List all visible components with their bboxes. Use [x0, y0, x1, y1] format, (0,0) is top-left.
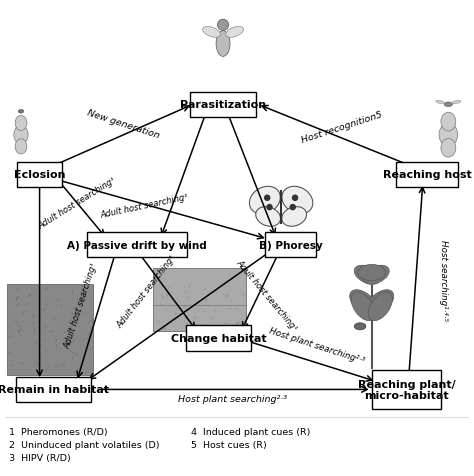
Ellipse shape: [441, 139, 456, 158]
FancyBboxPatch shape: [87, 232, 187, 258]
Ellipse shape: [15, 116, 27, 131]
Text: Host recognition5: Host recognition5: [300, 109, 383, 144]
FancyBboxPatch shape: [7, 285, 93, 376]
FancyBboxPatch shape: [372, 370, 441, 409]
Text: Reaching plant/
micro-habitat: Reaching plant/ micro-habitat: [358, 379, 456, 400]
FancyBboxPatch shape: [17, 162, 62, 188]
Text: 3  HIPV (R/D): 3 HIPV (R/D): [9, 453, 71, 462]
Ellipse shape: [358, 265, 386, 281]
Ellipse shape: [350, 290, 377, 316]
Text: A) Passive drift by wind: A) Passive drift by wind: [67, 240, 207, 250]
Text: Adult host searching¹: Adult host searching¹: [100, 193, 189, 220]
Ellipse shape: [226, 27, 244, 38]
FancyBboxPatch shape: [264, 232, 316, 258]
FancyBboxPatch shape: [396, 162, 458, 188]
Circle shape: [266, 204, 273, 211]
Ellipse shape: [15, 139, 27, 155]
Text: Host searching¹·⁴·⁵: Host searching¹·⁴·⁵: [439, 239, 448, 320]
FancyBboxPatch shape: [16, 377, 91, 402]
Circle shape: [292, 195, 298, 202]
Text: Adult host searching¹: Adult host searching¹: [36, 176, 117, 230]
Text: Eclosion: Eclosion: [14, 170, 65, 180]
Text: Adult host searching¹: Adult host searching¹: [115, 254, 178, 330]
Ellipse shape: [18, 110, 24, 114]
FancyBboxPatch shape: [186, 326, 251, 351]
Ellipse shape: [282, 207, 307, 227]
Ellipse shape: [366, 290, 394, 316]
Circle shape: [218, 20, 228, 31]
Circle shape: [290, 204, 296, 211]
FancyBboxPatch shape: [191, 92, 256, 118]
Ellipse shape: [453, 101, 461, 104]
Ellipse shape: [436, 101, 444, 104]
Text: Adult host searching¹: Adult host searching¹: [63, 262, 100, 349]
Text: Remain in habitat: Remain in habitat: [0, 385, 109, 395]
Text: Change habitat: Change habitat: [171, 333, 266, 343]
Text: 2  Uninduced plant volatiles (D): 2 Uninduced plant volatiles (D): [9, 440, 160, 449]
Ellipse shape: [363, 266, 389, 285]
Text: Reaching host: Reaching host: [383, 170, 472, 180]
Ellipse shape: [351, 292, 375, 321]
FancyBboxPatch shape: [154, 268, 246, 331]
Text: Adult host searching¹: Adult host searching¹: [235, 258, 300, 332]
Ellipse shape: [255, 207, 281, 227]
Ellipse shape: [368, 292, 392, 321]
Text: 5  Host cues (R): 5 Host cues (R): [191, 440, 266, 449]
Text: B) Phoresy: B) Phoresy: [258, 240, 322, 250]
Circle shape: [264, 195, 271, 202]
Ellipse shape: [354, 323, 366, 330]
Ellipse shape: [249, 187, 280, 215]
Text: Parasitization: Parasitization: [180, 100, 266, 110]
Ellipse shape: [354, 266, 380, 285]
Text: Host plant searching²·³: Host plant searching²·³: [268, 326, 366, 365]
Ellipse shape: [282, 187, 313, 215]
Text: New generation: New generation: [86, 108, 161, 139]
Ellipse shape: [216, 31, 230, 57]
Text: Host plant searching²·³: Host plant searching²·³: [178, 395, 287, 404]
Text: 1  Pheromones (R/D): 1 Pheromones (R/D): [9, 427, 108, 436]
Ellipse shape: [439, 124, 457, 147]
Ellipse shape: [441, 113, 456, 132]
Ellipse shape: [444, 103, 453, 108]
Text: 4  Induced plant cues (R): 4 Induced plant cues (R): [191, 427, 310, 436]
Ellipse shape: [202, 27, 220, 38]
Ellipse shape: [14, 126, 28, 145]
